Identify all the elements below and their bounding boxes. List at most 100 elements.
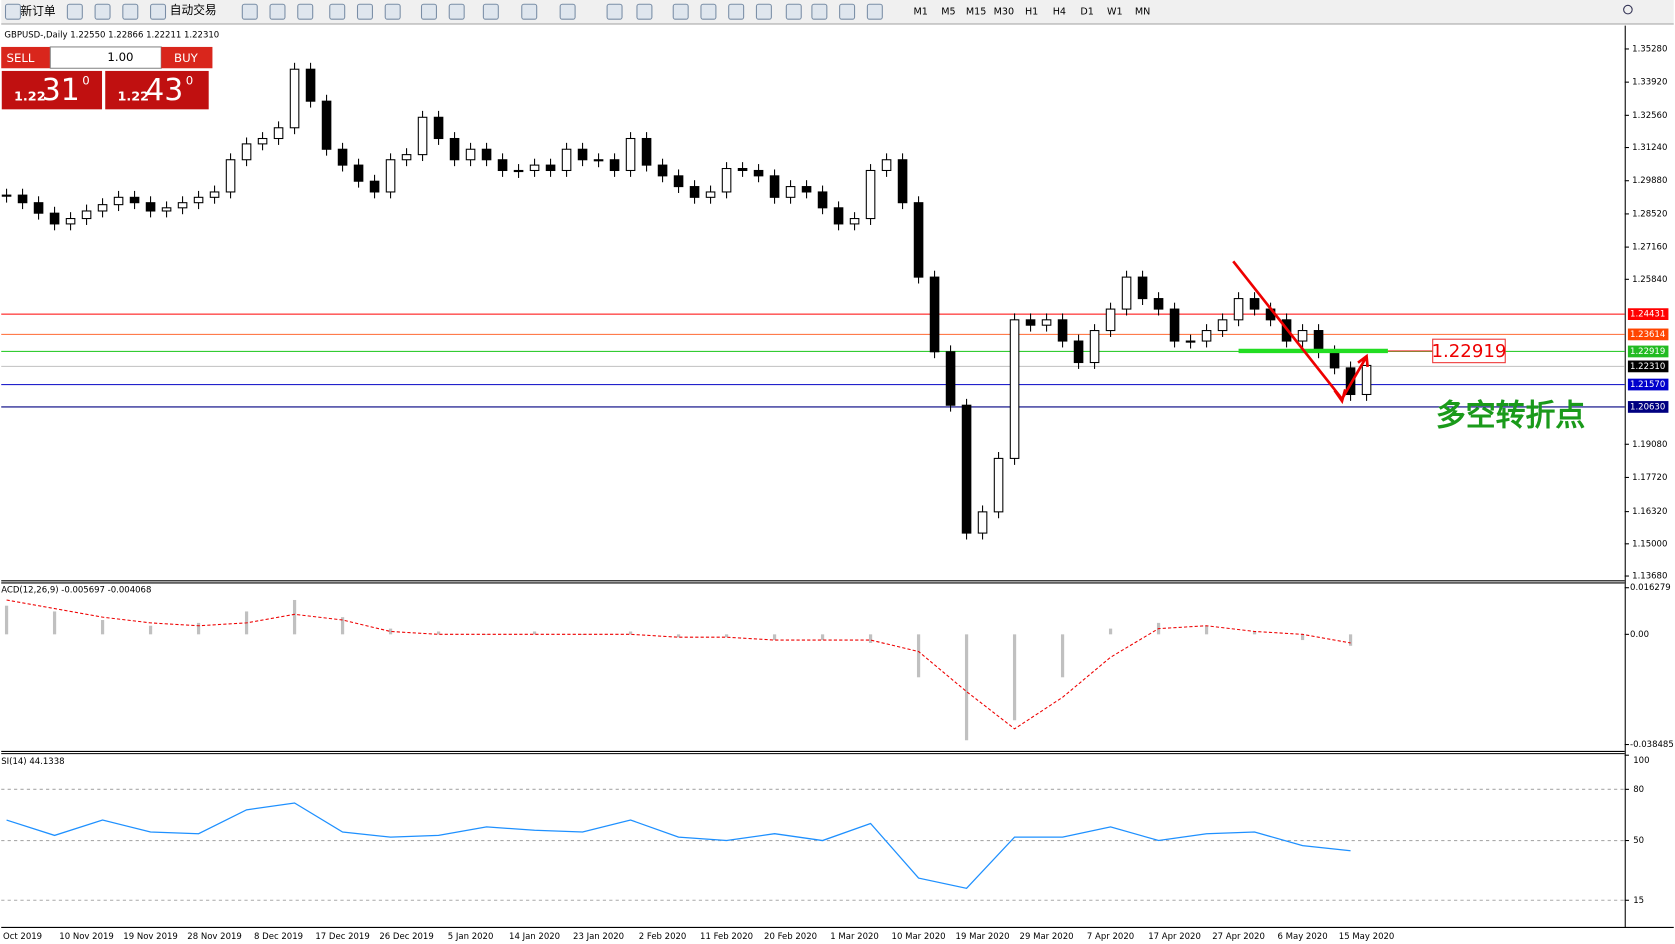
toolbar-button[interactable] [420,3,437,20]
new-order-button[interactable]: 新订单 [20,4,55,18]
timeframe-button[interactable]: M5 [941,7,955,18]
y-tick-label: 1.33920 [1632,78,1667,88]
trend-arrow [1232,260,1369,405]
y-tick-label: 0.00 [1630,630,1649,640]
date-label: 17 Apr 2020 [1148,932,1201,942]
candle [1217,319,1228,332]
candle [833,207,844,225]
toolbar-button[interactable] [329,3,346,20]
toolbar-button[interactable] [700,3,717,20]
date-label: 2 Feb 2020 [639,932,687,942]
timeframe-button[interactable]: M30 [994,7,1015,18]
y-tick-label: 15 [1633,896,1644,906]
candle [529,164,540,172]
macd-bar [4,605,9,635]
macd-bar [100,620,105,635]
timeframe-button[interactable]: H1 [1025,7,1038,18]
toolbar-button[interactable] [728,3,745,20]
toolbar-button[interactable] [122,3,139,20]
candle [897,159,908,204]
macd-bar [1252,631,1257,635]
candle [49,212,60,225]
toolbar-button[interactable] [785,3,802,20]
timeframe-button[interactable]: MN [1135,7,1150,18]
sell-label[interactable]: SELL [7,51,35,65]
level-tag [1627,345,1669,358]
macd-bar [484,634,489,635]
toolbar-button[interactable] [384,3,401,20]
candle [593,159,604,162]
macd-bar [676,634,681,638]
level-tag [1627,360,1669,373]
candle [1153,298,1164,310]
macd-bar [52,611,57,635]
level-label: 1.20630 [1630,402,1665,412]
timeframe-button[interactable]: H4 [1053,7,1066,18]
date-label: 6 May 2020 [1278,932,1328,942]
toolbar-button[interactable] [606,3,623,20]
buy-label[interactable]: BUY [174,51,199,65]
macd-bar [1204,625,1209,635]
candle [97,204,108,212]
toolbar-button[interactable] [94,3,111,20]
price-tile[interactable] [104,69,210,111]
toolbar-button[interactable] [811,3,828,20]
toolbar-button[interactable] [636,3,653,20]
level-tag [1627,378,1669,391]
toolbar-button[interactable] [448,3,465,20]
candle [1057,319,1068,342]
candle [737,167,748,172]
toolbar-button[interactable] [241,3,258,20]
toolbar-button[interactable] [297,3,314,20]
candle [625,137,636,172]
timeframe-button[interactable]: D1 [1080,7,1093,18]
candle [977,511,988,534]
toolbar-button[interactable] [839,3,856,20]
price-tile[interactable] [0,69,104,111]
candle [929,276,940,353]
toolbar-button[interactable] [521,3,538,20]
level-label: 1.22310 [1630,362,1665,372]
lots-value[interactable]: 1.00 [107,50,133,64]
candle [1105,308,1116,332]
toolbar-button[interactable] [482,3,499,20]
toolbar-button[interactable] [755,3,772,20]
candle [577,148,588,161]
candle [1041,319,1052,326]
candle [417,116,428,156]
toolbar-button[interactable] [866,3,883,20]
candle [817,191,828,209]
search-icon[interactable] [1623,4,1633,15]
date-label: 23 Jan 2020 [573,932,624,942]
auto-trading-button[interactable]: 自动交易 [170,3,217,17]
date-label: 19 Nov 2019 [123,932,178,942]
macd-signal [6,599,1351,730]
candle [337,148,348,166]
macd-bar [580,634,585,635]
level-tag [1627,308,1669,320]
candle [385,159,396,193]
toolbar-button[interactable] [672,3,689,20]
toolbar-button[interactable] [559,3,576,20]
lots-field[interactable] [49,46,162,69]
toolbar-icons [4,3,1633,20]
candle [913,202,924,278]
candle [1169,308,1180,342]
candle [465,148,476,161]
sell-button[interactable] [1,46,51,69]
rsi-line [6,802,1351,890]
toolbar-button[interactable] [269,3,286,20]
candle [1361,364,1372,396]
timeframe-button[interactable]: W1 [1107,7,1123,18]
y-tick-label: 1.31240 [1632,143,1667,153]
timeframe-button[interactable]: M1 [914,7,928,18]
candle [65,218,76,225]
macd-bar [148,625,153,635]
timeframe-button[interactable]: M15 [966,7,987,18]
toolbar-button[interactable] [66,3,83,20]
toolbar-button[interactable] [356,3,373,20]
buy-button[interactable] [161,46,213,69]
toolbar-button[interactable] [4,3,21,20]
toolbar-button[interactable] [150,3,167,20]
